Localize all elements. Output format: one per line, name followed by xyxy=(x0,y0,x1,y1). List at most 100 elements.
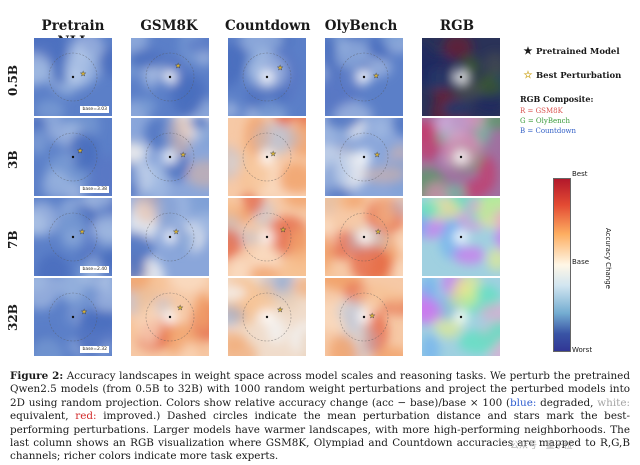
legend-best-label: Best Perturbation xyxy=(536,70,622,81)
mean-distance-circle xyxy=(242,132,292,182)
best-perturbation-star: ★ xyxy=(375,228,381,236)
mean-distance-circle xyxy=(242,212,292,262)
row-label-32b: 32B xyxy=(6,304,20,332)
landscape-tile: ★ xyxy=(131,38,209,116)
figure-caption: Figure 2: Accuracy landscapes in weight … xyxy=(10,370,630,464)
mean-distance-circle xyxy=(145,132,195,182)
watermark: 公众号 · 量子位 xyxy=(510,441,573,451)
best-perturbation-star: ★ xyxy=(173,228,179,236)
mean-distance-circle xyxy=(48,52,98,102)
star-icon: ★ xyxy=(523,46,533,57)
landscape-tile xyxy=(422,198,500,276)
mean-distance-circle xyxy=(339,212,389,262)
column-header-rgb: RGB xyxy=(439,18,475,34)
pretrained-model-marker xyxy=(459,155,463,159)
base-value-label: base=3.03 xyxy=(80,106,109,113)
outline-star-icon: ☆ xyxy=(523,70,533,81)
landscape-tile: ★ base=2.40 xyxy=(34,198,112,276)
best-perturbation-star: ★ xyxy=(81,308,87,316)
column-header-gsm8k: GSM8K xyxy=(140,18,198,34)
pretrained-model-marker xyxy=(265,75,269,79)
pretrained-model-marker xyxy=(362,155,366,159)
landscape-tile: ★ xyxy=(228,198,306,276)
pretrained-model-marker xyxy=(71,75,75,79)
landscape-tile: ★ xyxy=(325,38,403,116)
landscape-tile: ★ base=3.38 xyxy=(34,118,112,196)
best-perturbation-star: ★ xyxy=(80,70,86,78)
pretrained-model-marker xyxy=(71,315,75,319)
best-perturbation-star: ★ xyxy=(79,228,85,236)
caption-white-word: white: xyxy=(597,396,630,409)
best-perturbation-star: ★ xyxy=(280,226,286,234)
caption-text-4: improved.) Dashed circles indicate the m… xyxy=(10,410,630,463)
pretrained-model-marker xyxy=(168,75,172,79)
landscape-tile: ★ xyxy=(228,278,306,356)
landscape-tile xyxy=(422,38,500,116)
legend-pretrained-model: ★ Pretrained Model xyxy=(520,46,632,57)
pretrained-model-marker xyxy=(265,235,269,239)
colorbar-worst-label: Worst xyxy=(572,346,593,354)
column-header-countdown: Countdown xyxy=(225,18,311,34)
base-value-label: base=2.40 xyxy=(80,266,109,273)
pretrained-model-marker xyxy=(71,235,75,239)
mean-distance-circle xyxy=(48,292,98,342)
caption-text-1: Accuracy landscapes in weight space acro… xyxy=(10,370,630,409)
colorbar-base-label: Base xyxy=(572,258,590,266)
best-perturbation-star: ★ xyxy=(270,150,276,158)
legend-best-perturbation: ☆ Best Perturbation xyxy=(520,70,632,81)
legend-rgb-title: RGB Composite: xyxy=(520,94,594,104)
legend-g-line: G = OlyBench xyxy=(520,117,571,125)
pretrained-model-marker xyxy=(265,155,269,159)
pretrained-model-marker xyxy=(168,235,172,239)
landscape-tile xyxy=(422,278,500,356)
best-perturbation-star: ★ xyxy=(180,151,186,159)
landscape-tile: ★ xyxy=(131,118,209,196)
pretrained-model-marker xyxy=(168,315,172,319)
mean-distance-circle xyxy=(242,292,292,342)
landscape-tile: ★ base=2.32 xyxy=(34,278,112,356)
best-perturbation-star: ★ xyxy=(277,306,283,314)
best-perturbation-star: ★ xyxy=(277,64,283,72)
landscape-tile: ★ xyxy=(228,38,306,116)
mean-distance-circle xyxy=(145,292,195,342)
legend: ★ Pretrained Model ☆ Best Perturbation R… xyxy=(520,46,632,137)
base-value-label: base=3.38 xyxy=(80,186,109,193)
colorbar-best-label: Best xyxy=(572,170,588,178)
mean-distance-circle xyxy=(339,52,389,102)
pretrained-model-marker xyxy=(459,235,463,239)
pretrained-model-marker xyxy=(265,315,269,319)
landscape-tile: ★ xyxy=(131,198,209,276)
row-label-7b: 7B xyxy=(6,230,20,250)
landscape-tile: ★ xyxy=(131,278,209,356)
best-perturbation-star: ★ xyxy=(369,312,375,320)
pretrained-model-marker xyxy=(362,315,366,319)
landscape-tile: ★ xyxy=(325,278,403,356)
best-perturbation-star: ★ xyxy=(175,62,181,70)
landscape-tile: ★ xyxy=(228,118,306,196)
caption-text-3: equivalent, xyxy=(10,410,76,423)
mean-distance-circle xyxy=(145,52,195,102)
legend-b-line: B = Countdown xyxy=(520,127,577,135)
best-perturbation-star: ★ xyxy=(373,72,379,80)
pretrained-model-marker xyxy=(168,155,172,159)
mean-distance-circle xyxy=(339,292,389,342)
mean-distance-circle xyxy=(242,52,292,102)
mean-distance-circle xyxy=(48,132,98,182)
pretrained-model-marker xyxy=(459,75,463,79)
colorbar xyxy=(553,178,571,352)
landscape-tile xyxy=(422,118,500,196)
landscape-tile: ★ base=3.03 xyxy=(34,38,112,116)
row-label-3b: 3B xyxy=(6,150,20,170)
colorbar-axis-label: Accuracy Change xyxy=(604,228,612,289)
base-value-label: base=2.32 xyxy=(80,346,109,353)
best-perturbation-star: ★ xyxy=(374,151,380,159)
caption-label: Figure 2: xyxy=(10,370,64,382)
caption-text-2: degraded, xyxy=(536,396,598,409)
pretrained-model-marker xyxy=(362,235,366,239)
caption-red-word: red: xyxy=(75,410,97,423)
mean-distance-circle xyxy=(145,212,195,262)
landscape-tile: ★ xyxy=(325,118,403,196)
mean-distance-circle xyxy=(48,212,98,262)
mean-distance-circle xyxy=(339,132,389,182)
pretrained-model-marker xyxy=(362,75,366,79)
